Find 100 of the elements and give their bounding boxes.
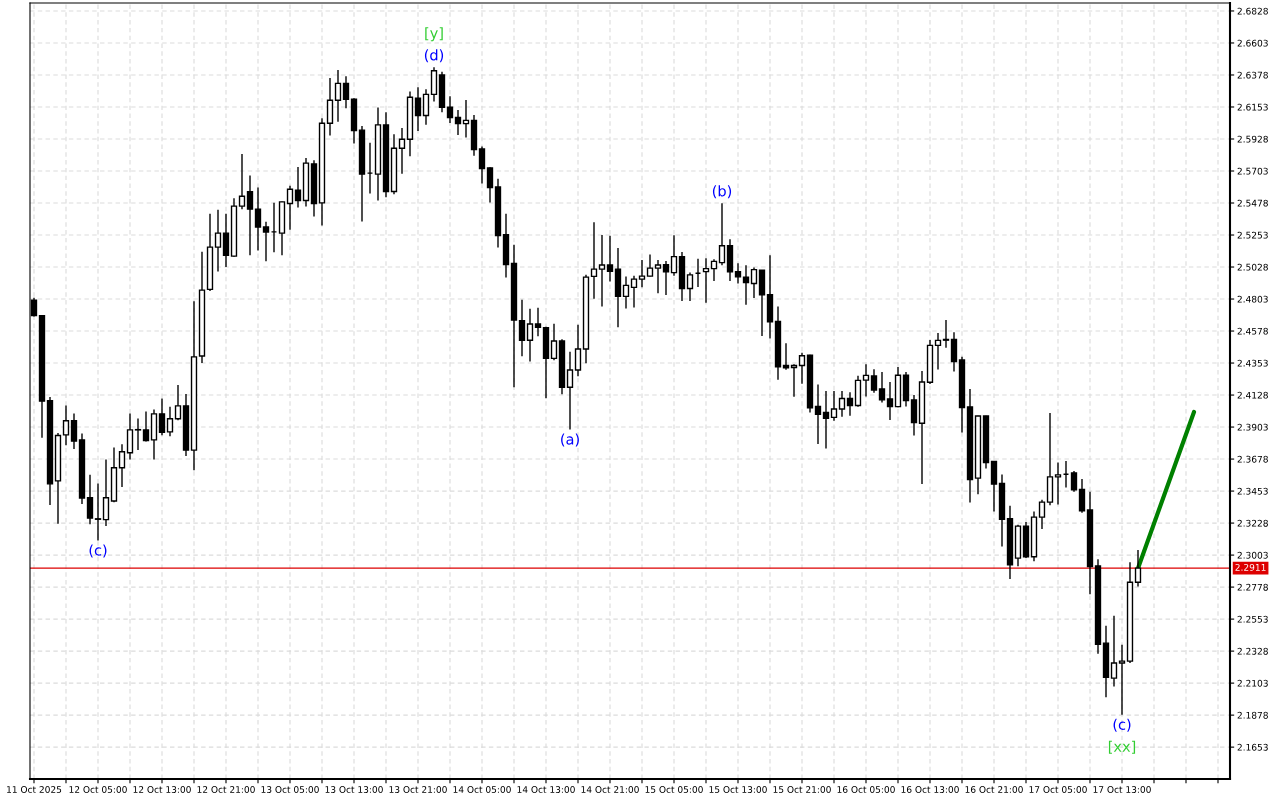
y-tick-label: 2.6603 bbox=[1237, 39, 1268, 47]
candlestick bbox=[398, 127, 406, 175]
candlestick bbox=[342, 75, 350, 109]
candlestick bbox=[830, 390, 838, 422]
x-tick-label: 12 Oct 13:00 bbox=[133, 786, 191, 793]
candlestick bbox=[86, 474, 94, 526]
candlestick bbox=[70, 412, 78, 450]
x-tick-label: 17 Oct 13:00 bbox=[1093, 786, 1151, 793]
candlestick bbox=[814, 383, 822, 445]
y-tick-label: 2.3453 bbox=[1237, 487, 1268, 495]
annotation: (d) bbox=[424, 49, 444, 63]
candlestick bbox=[950, 331, 958, 373]
candlestick bbox=[214, 209, 222, 273]
y-tick-label: 2.4578 bbox=[1237, 327, 1268, 335]
candlestick bbox=[846, 391, 854, 417]
candlestick bbox=[1070, 470, 1078, 493]
y-tick-label: 2.2328 bbox=[1237, 647, 1268, 655]
y-tick-label: 2.1653 bbox=[1237, 743, 1268, 751]
candlestick bbox=[630, 275, 638, 309]
y-tick-label: 2.6828 bbox=[1237, 7, 1268, 15]
candlestick bbox=[446, 95, 454, 124]
candlestick bbox=[142, 410, 150, 443]
x-tick-label: 14 Oct 05:00 bbox=[453, 786, 511, 793]
candlestick bbox=[670, 234, 678, 277]
candlestick bbox=[334, 69, 342, 123]
y-tick-label: 2.3903 bbox=[1237, 423, 1268, 431]
candlestick bbox=[1118, 644, 1126, 716]
candlestick bbox=[518, 299, 526, 358]
candlestick bbox=[118, 443, 126, 488]
x-tick-label: 13 Oct 13:00 bbox=[325, 786, 383, 793]
y-tick-label: 2.4803 bbox=[1237, 295, 1268, 303]
candlestick bbox=[718, 202, 726, 267]
candlestick bbox=[574, 323, 582, 377]
y-tick-label: 2.6378 bbox=[1237, 71, 1268, 79]
candlestick bbox=[942, 319, 950, 349]
candlestick bbox=[246, 174, 254, 257]
candlestick bbox=[158, 397, 166, 436]
candlestick bbox=[742, 264, 750, 306]
candlestick bbox=[238, 153, 246, 210]
x-tick-label: 16 Oct 05:00 bbox=[837, 786, 895, 793]
x-tick-label: 13 Oct 21:00 bbox=[389, 786, 447, 793]
candlestick bbox=[414, 86, 422, 132]
candlestick bbox=[598, 234, 606, 308]
candlestick bbox=[654, 259, 662, 295]
candlestick bbox=[1110, 615, 1118, 688]
x-tick-label: 15 Oct 13:00 bbox=[709, 786, 767, 793]
y-tick-label: 2.5928 bbox=[1237, 135, 1268, 143]
x-tick-label: 12 Oct 21:00 bbox=[197, 786, 255, 793]
annotation: (a) bbox=[561, 433, 579, 447]
x-tick-label: 14 Oct 13:00 bbox=[517, 786, 575, 793]
candlestick bbox=[606, 235, 614, 283]
candlestick bbox=[822, 390, 830, 450]
x-tick-label: 15 Oct 05:00 bbox=[645, 786, 703, 793]
candlestick bbox=[878, 371, 886, 404]
candlestick bbox=[526, 308, 534, 363]
candlestick bbox=[862, 363, 870, 398]
candlestick bbox=[750, 266, 758, 299]
candlestick bbox=[62, 404, 70, 446]
y-tick-label: 2.5253 bbox=[1237, 231, 1268, 239]
candlestick bbox=[838, 390, 846, 418]
annotation: [xx] bbox=[1108, 740, 1136, 754]
candlestick bbox=[486, 166, 494, 204]
y-tick-label: 2.2778 bbox=[1237, 583, 1268, 591]
x-tick-label: 14 Oct 21:00 bbox=[581, 786, 639, 793]
candlestick bbox=[222, 213, 230, 268]
y-tick-label: 2.3678 bbox=[1237, 455, 1268, 463]
candlestick bbox=[566, 350, 574, 431]
candlestick bbox=[102, 458, 110, 527]
candlestick bbox=[870, 368, 878, 394]
candlestick bbox=[734, 262, 742, 285]
candlestick bbox=[94, 482, 102, 542]
candlestick bbox=[326, 77, 334, 137]
candlestick bbox=[430, 66, 438, 103]
annotation: [y] bbox=[425, 27, 443, 42]
candlestick bbox=[790, 363, 798, 398]
candlestick bbox=[686, 271, 694, 302]
y-tick-label: 2.2103 bbox=[1237, 679, 1268, 687]
annotation: (b) bbox=[712, 185, 732, 199]
candlestick bbox=[286, 185, 294, 231]
candlestick bbox=[702, 257, 710, 304]
candlestick bbox=[622, 275, 630, 310]
annotation: (c) bbox=[89, 544, 107, 558]
x-tick-label: 12 Oct 05:00 bbox=[69, 786, 127, 793]
candlestick bbox=[294, 166, 302, 209]
candlestick bbox=[662, 260, 670, 296]
y-tick-label: 2.1878 bbox=[1237, 711, 1268, 719]
candlestick bbox=[534, 307, 542, 337]
candlestick bbox=[254, 186, 262, 252]
y-tick-label: 2.5703 bbox=[1237, 167, 1268, 175]
x-tick-label: 13 Oct 05:00 bbox=[261, 786, 319, 793]
candlestick bbox=[710, 258, 718, 282]
x-tick-label: 17 Oct 05:00 bbox=[1029, 786, 1087, 793]
candlestick bbox=[590, 221, 598, 300]
candlestick bbox=[1134, 549, 1142, 588]
candlestick bbox=[910, 394, 918, 437]
x-tick-label: 11 Oct 2025 bbox=[7, 786, 62, 793]
candlestick bbox=[1038, 499, 1046, 530]
x-tick-label: 16 Oct 13:00 bbox=[901, 786, 959, 793]
candlestick bbox=[126, 412, 134, 461]
ref-line-label: 2.2911 bbox=[1235, 563, 1266, 571]
